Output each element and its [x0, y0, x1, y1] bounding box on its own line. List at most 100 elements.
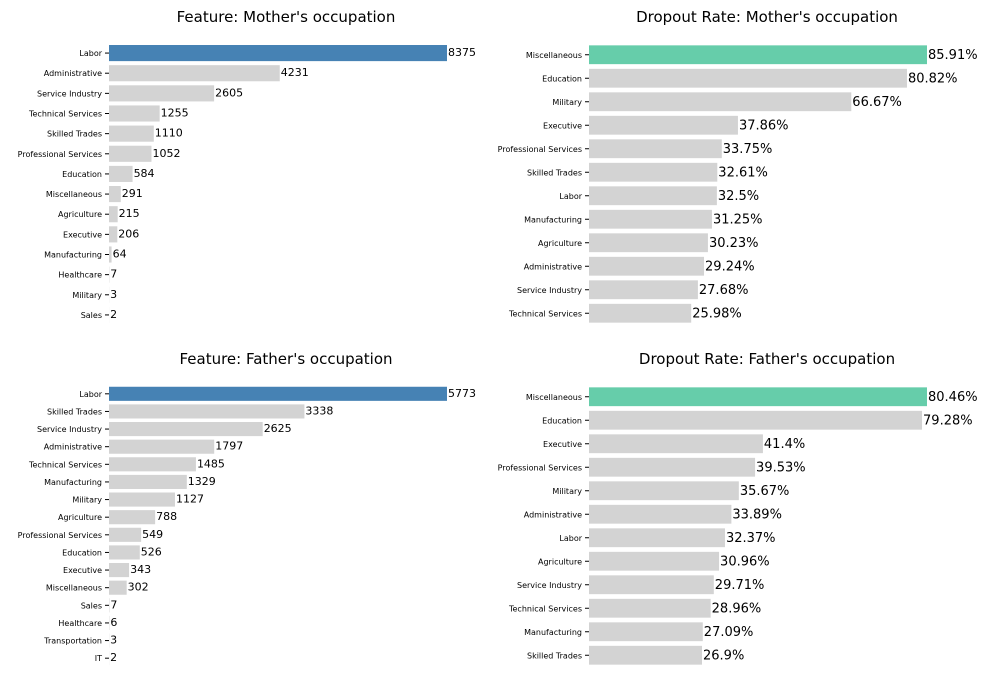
- bar-technical-services: [589, 599, 711, 618]
- bar-manufacturing: [109, 246, 112, 262]
- chart-mother-occupation-dropout-rate: Dropout Rate: Mother's occupation Miscell…: [498, 8, 978, 323]
- chart-father-occupation-dropout-rate: Dropout Rate: Father's occupation Miscell…: [498, 350, 978, 665]
- data-label: 4231: [281, 66, 309, 79]
- data-label: 8375: [448, 46, 476, 59]
- y-tick-label: Skilled Trades: [527, 168, 582, 177]
- y-tick-label: Healthcare: [58, 271, 102, 280]
- y-tick-label: Military: [72, 496, 102, 505]
- bar-miscellaneous: [589, 45, 927, 64]
- bar-education: [109, 545, 140, 559]
- data-label: 31.25%: [713, 212, 763, 227]
- y-tick-label: Sales: [81, 311, 102, 320]
- y-tick-label: Professional Services: [498, 463, 582, 472]
- data-label: 291: [122, 187, 143, 200]
- data-label: 32.61%: [718, 165, 768, 180]
- y-tick-label: Professional Services: [18, 150, 102, 159]
- bar-education: [109, 166, 133, 182]
- data-label: 3: [110, 288, 117, 301]
- bar-administrative: [589, 257, 704, 276]
- data-label: 85.91%: [928, 48, 978, 63]
- bar-manufacturing: [589, 622, 703, 641]
- bar-military: [589, 481, 739, 500]
- data-label: 343: [130, 563, 151, 576]
- data-label: 1255: [161, 107, 189, 120]
- bar-skilled-trades: [109, 404, 304, 418]
- data-label: 26.9%: [703, 648, 744, 663]
- y-tick-label: Executive: [63, 230, 102, 239]
- y-tick-label: Labor: [559, 192, 582, 201]
- bar-technical-services: [589, 304, 691, 323]
- y-tick-label: Education: [62, 170, 102, 179]
- bar-service-industry: [589, 575, 714, 594]
- y-tick-label: Miscellaneous: [526, 393, 582, 402]
- y-tick-label: Labor: [79, 390, 102, 399]
- bar-labor: [109, 387, 447, 401]
- y-tick-label: Manufacturing: [524, 215, 582, 224]
- y-tick-label: Technical Services: [28, 110, 102, 119]
- y-tick-label: Executive: [543, 121, 582, 130]
- data-label: 39.53%: [756, 460, 806, 475]
- y-tick-label: Administrative: [524, 510, 582, 519]
- chart-title: Feature: Mother's occupation: [177, 8, 396, 26]
- bar-service-industry: [109, 422, 263, 436]
- data-label: 33.75%: [723, 142, 773, 157]
- y-tick-label: Education: [542, 74, 582, 83]
- bar-service-industry: [589, 280, 698, 299]
- bar-skilled-trades: [109, 126, 154, 142]
- data-label: 79.28%: [923, 413, 973, 428]
- chart-mother-occupation-counts: Feature: Mother's occupation Labor 8375 Adm…: [18, 8, 476, 323]
- bar-skilled-trades: [589, 646, 702, 665]
- bar-manufacturing: [109, 475, 187, 489]
- bar-miscellaneous: [589, 387, 927, 406]
- data-label: 27.68%: [699, 283, 749, 298]
- data-label: 29.24%: [705, 259, 755, 274]
- y-tick-label: Military: [552, 98, 582, 107]
- data-label: 32.37%: [726, 531, 776, 546]
- bar-executive: [109, 563, 129, 577]
- data-label: 3: [110, 634, 117, 647]
- bar-service-industry: [109, 85, 214, 101]
- bar-agriculture: [589, 233, 708, 252]
- y-tick-label: Education: [62, 548, 102, 557]
- data-label: 80.46%: [928, 390, 978, 405]
- data-label: 80.82%: [908, 71, 958, 86]
- data-label: 302: [128, 581, 149, 594]
- y-tick-label: Sales: [81, 601, 102, 610]
- bar-agriculture: [109, 510, 155, 524]
- data-label: 25.98%: [692, 306, 742, 321]
- y-tick-label: Education: [542, 416, 582, 425]
- y-tick-label: Technical Services: [508, 309, 582, 318]
- bar-skilled-trades: [589, 163, 717, 182]
- bar-executive: [589, 434, 763, 453]
- y-tick-label: Labor: [79, 49, 102, 58]
- bar-education: [589, 411, 922, 430]
- bar-technical-services: [109, 457, 196, 471]
- y-tick-label: Technical Services: [28, 460, 102, 469]
- data-label: 66.67%: [852, 95, 902, 110]
- y-tick-label: Executive: [63, 566, 102, 575]
- bar-education: [589, 69, 907, 88]
- data-label: 7: [110, 598, 117, 611]
- data-label: 32.5%: [718, 189, 759, 204]
- data-label: 3338: [305, 404, 333, 417]
- y-tick-label: Executive: [543, 440, 582, 449]
- bar-professional-services: [589, 139, 722, 158]
- data-label: 1485: [197, 457, 225, 470]
- data-label: 33.89%: [732, 507, 782, 522]
- bar-administrative: [589, 505, 731, 524]
- y-tick-label: Skilled Trades: [527, 651, 582, 660]
- bar-executive: [589, 116, 738, 135]
- bar-agriculture: [109, 206, 118, 222]
- bar-professional-services: [109, 528, 141, 542]
- y-tick-label: IT: [95, 654, 102, 663]
- data-label: 549: [142, 528, 163, 541]
- y-tick-label: Miscellaneous: [46, 584, 102, 593]
- bar-manufacturing: [589, 210, 712, 229]
- data-label: 30.23%: [709, 236, 759, 251]
- bar-administrative: [109, 440, 214, 454]
- bar-miscellaneous: [109, 186, 121, 202]
- y-tick-label: Technical Services: [508, 604, 582, 613]
- bar-technical-services: [109, 105, 160, 121]
- data-label: 7: [110, 268, 117, 281]
